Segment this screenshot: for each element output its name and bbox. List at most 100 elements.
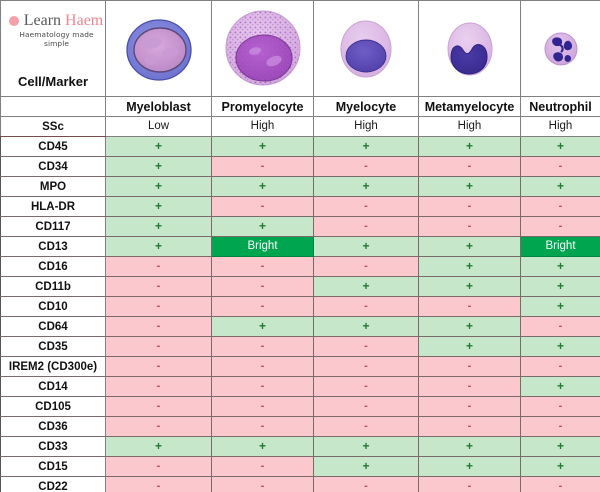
marker-value-cell: - bbox=[105, 396, 212, 417]
marker-value-cell: + bbox=[520, 276, 600, 297]
marker-value-cell: Bright bbox=[520, 236, 600, 257]
marker-value-cell: + bbox=[418, 236, 521, 257]
column-header-metamyelocyte: Metamyelocyte bbox=[418, 96, 521, 117]
marker-value-cell: - bbox=[313, 416, 419, 437]
marker-value-cell: + bbox=[520, 436, 600, 457]
marker-value-cell: + bbox=[313, 236, 419, 257]
marker-value-cell: - bbox=[105, 376, 212, 397]
ssc-value: Low bbox=[105, 116, 212, 137]
marker-value-cell: + bbox=[105, 156, 212, 177]
table-row: CD36- - - - - bbox=[0, 416, 600, 437]
marker-value-cell: + bbox=[418, 256, 521, 277]
marker-value-cell: Bright bbox=[211, 236, 314, 257]
marker-value-cell: - bbox=[418, 476, 521, 492]
marker-value-cell: - bbox=[211, 376, 314, 397]
marker-value-cell: - bbox=[313, 376, 419, 397]
marker-value-cell: - bbox=[313, 256, 419, 277]
marker-value-cell: + bbox=[418, 136, 521, 157]
marker-value-cell: - bbox=[211, 416, 314, 437]
marker-value-cell: - bbox=[211, 276, 314, 297]
marker-value-cell: - bbox=[313, 196, 419, 217]
marker-value-cell: - bbox=[211, 336, 314, 357]
table-row: CD45 + + + + + bbox=[0, 136, 600, 157]
table-row: CD10- - - - + bbox=[0, 296, 600, 317]
marker-value-cell: - bbox=[520, 156, 600, 177]
cell-illustration-cell-promyelocyte bbox=[211, 0, 314, 97]
metamyelocyte-illustration bbox=[447, 22, 492, 75]
marker-value-cell: - bbox=[418, 356, 521, 377]
marker-value-cell: - bbox=[313, 296, 419, 317]
brand-name-part1: Learn bbox=[23, 11, 62, 29]
marker-value-cell: + bbox=[418, 436, 521, 457]
marker-value-cell: + bbox=[520, 336, 600, 357]
marker-value-cell: + bbox=[211, 216, 314, 237]
marker-value-cell: + bbox=[211, 176, 314, 197]
marker-value-cell: + bbox=[418, 176, 521, 197]
neutrophil-illustration bbox=[544, 32, 577, 65]
marker-value-cell: - bbox=[520, 476, 600, 492]
header-name-row: Myeloblast Promyelocyte Myelocyte Metamyelo… bbox=[0, 96, 600, 117]
marker-value-cell: + bbox=[520, 256, 600, 277]
row-label: CD64 bbox=[0, 316, 106, 337]
myelocyte-illustration bbox=[340, 20, 392, 77]
marker-value-cell: + bbox=[520, 456, 600, 477]
row-label: CD105 bbox=[0, 396, 106, 417]
table-row: CD22- - - - - bbox=[0, 476, 600, 492]
marker-value-cell: - bbox=[211, 456, 314, 477]
marker-value-cell: + bbox=[520, 376, 600, 397]
marker-value-cell: + bbox=[520, 296, 600, 317]
marker-value-cell: - bbox=[105, 296, 212, 317]
marker-value-cell: + bbox=[313, 136, 419, 157]
row-label: IREM2 (CD300e) bbox=[0, 356, 106, 377]
marker-value-cell: - bbox=[211, 356, 314, 377]
header-illustration-row: Learn Haem Haematology made simple Cell/… bbox=[0, 0, 600, 97]
marker-value-cell: - bbox=[211, 156, 314, 177]
table-row: CD13 + Bright + + Bright bbox=[0, 236, 600, 257]
marker-value-cell: + bbox=[313, 436, 419, 457]
row-label: CD36 bbox=[0, 416, 106, 437]
ssc-value: High bbox=[418, 116, 521, 137]
row-label: CD22 bbox=[0, 476, 106, 492]
column-header-promyelocyte: Promyelocyte bbox=[211, 96, 314, 117]
marker-value-cell: - bbox=[105, 356, 212, 377]
row-label: CD14 bbox=[0, 376, 106, 397]
brand-logo-cell: Learn Haem Haematology made simple Cell/… bbox=[0, 0, 106, 97]
marker-value-cell: + bbox=[418, 456, 521, 477]
marker-value-cell: + bbox=[105, 236, 212, 257]
marker-value-cell: - bbox=[105, 316, 212, 337]
column-header-myeloblast: Myeloblast bbox=[105, 96, 212, 117]
marker-value-cell: - bbox=[418, 196, 521, 217]
marker-value-cell: + bbox=[520, 136, 600, 157]
column-header-myelocyte: Myelocyte bbox=[313, 96, 419, 117]
marker-value-cell: - bbox=[105, 276, 212, 297]
cell-illustration-cell-myeloblast bbox=[105, 0, 212, 97]
brand-tagline: Haematology made simple bbox=[19, 29, 94, 48]
brand-wordmark: Learn Haem bbox=[7, 11, 105, 29]
brand-name-part2: Haem bbox=[65, 11, 104, 29]
table-row: CD64- + + + - bbox=[0, 316, 600, 337]
table-row: CD14- - - - + bbox=[0, 376, 600, 397]
marker-value-cell: + bbox=[313, 276, 419, 297]
marker-value-cell: - bbox=[418, 376, 521, 397]
corner-header-label: Cell/Marker bbox=[17, 73, 89, 89]
marker-value-cell: + bbox=[313, 176, 419, 197]
cell-illustration-cell-neutrophil bbox=[520, 0, 600, 97]
marker-value-cell: - bbox=[105, 256, 212, 277]
marker-value-cell: + bbox=[211, 436, 314, 457]
marker-value-cell: + bbox=[105, 436, 212, 457]
marker-value-cell: + bbox=[105, 136, 212, 157]
table-row: CD16- - - + + bbox=[0, 256, 600, 277]
row-label: CD34 bbox=[0, 156, 106, 177]
marker-value-cell: + bbox=[520, 176, 600, 197]
marker-value-cell: - bbox=[313, 156, 419, 177]
marker-value-cell: - bbox=[211, 296, 314, 317]
row-label: CD15 bbox=[0, 456, 106, 477]
row-label: CD13 bbox=[0, 236, 106, 257]
ssc-value: High bbox=[313, 116, 419, 137]
marker-value-cell: - bbox=[313, 396, 419, 417]
table-row: CD105- - - - - bbox=[0, 396, 600, 417]
row-label-ssc: SSc bbox=[0, 116, 106, 137]
marker-value-cell: + bbox=[418, 316, 521, 337]
marker-value-cell: - bbox=[313, 356, 419, 377]
